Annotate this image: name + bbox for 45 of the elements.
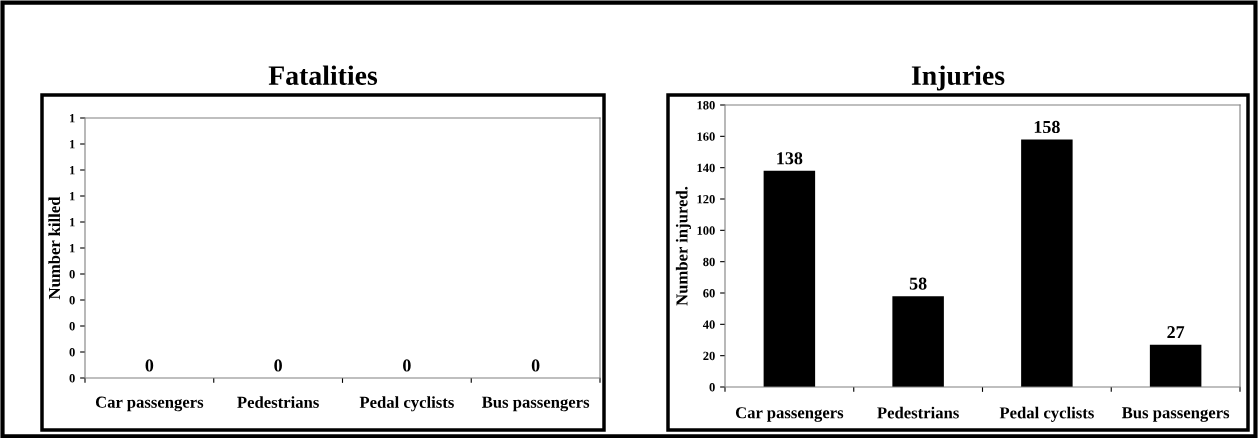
y-tick-label: 1 <box>70 218 75 227</box>
y-tick-label: 160 <box>697 132 715 141</box>
y-tick-label: 1 <box>70 114 75 123</box>
y-tick-label: 1 <box>70 192 75 201</box>
y-tick-label: 20 <box>703 351 715 361</box>
y-tick-label: 0 <box>69 296 75 305</box>
data-label: 0 <box>274 359 282 372</box>
data-label: 0 <box>145 359 154 372</box>
x-tick-label: Pedestrians <box>877 406 959 419</box>
y-tick-label: 80 <box>703 257 715 267</box>
x-tick-label: Car passengers <box>735 407 844 422</box>
y-tick-label: 0 <box>69 374 75 383</box>
y-tick-label: 0 <box>69 322 75 331</box>
y-axis-title: Number killed <box>48 196 61 300</box>
data-label: 0 <box>531 359 540 372</box>
x-tick-label: Pedal cyclists <box>359 396 454 412</box>
y-tick-label: 0 <box>709 383 715 392</box>
bar <box>892 296 944 387</box>
x-tick-label: Pedestrians <box>237 396 319 408</box>
y-tick-label: 1 <box>70 140 75 149</box>
y-tick-label: 120 <box>697 195 715 204</box>
y-tick-label: 140 <box>697 163 715 173</box>
data-label: 138 <box>777 152 803 165</box>
x-tick-label: Pedal cyclists <box>999 406 1094 422</box>
y-axis-title: Number injured. <box>675 186 691 306</box>
data-label: 0 <box>403 359 411 372</box>
bar <box>763 170 816 387</box>
y-tick-label: 1 <box>70 244 75 253</box>
y-tick-label: 40 <box>702 320 715 329</box>
x-tick-label: Bus passengers <box>1121 407 1230 422</box>
y-tick-label: 100 <box>697 226 715 235</box>
bar <box>1021 139 1073 387</box>
y-tick-label: 0 <box>69 270 75 279</box>
data-label: 58 <box>909 277 927 290</box>
chart-title: Injuries <box>911 65 1005 91</box>
data-label: 27 <box>1167 326 1185 339</box>
y-tick-label: 180 <box>697 101 715 110</box>
chart-title: Fatalities <box>268 65 378 85</box>
y-tick-label: 0 <box>69 348 75 357</box>
x-tick-label: Car passengers <box>95 396 204 412</box>
data-label: 158 <box>1034 120 1060 134</box>
x-tick-label: Bus passengers <box>481 396 590 412</box>
y-tick-label: 1 <box>70 166 75 175</box>
bar <box>1149 344 1202 387</box>
y-tick-label: 60 <box>703 289 715 298</box>
